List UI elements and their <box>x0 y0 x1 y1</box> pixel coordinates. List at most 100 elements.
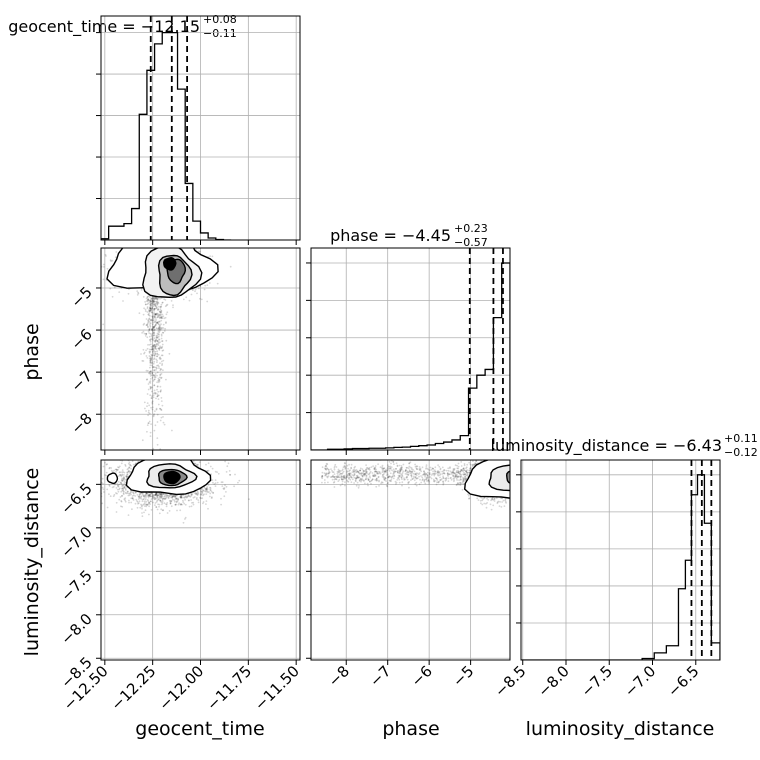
sample-point <box>152 345 155 348</box>
sample-point <box>204 284 207 287</box>
sample-point <box>115 501 118 504</box>
sample-point <box>160 327 163 330</box>
sample-point <box>90 483 92 485</box>
sample-point <box>154 308 156 310</box>
sample-point <box>148 372 150 375</box>
sample-point <box>112 485 115 488</box>
sample-point <box>156 304 159 306</box>
xtick-label-hist-ld-1: −8.0 <box>534 662 572 700</box>
sample-point <box>156 353 159 356</box>
sample-point <box>104 474 106 476</box>
sample-point <box>141 507 143 510</box>
sample-point <box>101 477 104 480</box>
sample-point <box>214 470 217 473</box>
sample-point <box>155 506 158 508</box>
sample-point <box>152 328 155 330</box>
sample-point <box>157 377 160 380</box>
sample-point <box>156 385 159 388</box>
sample-point <box>165 322 167 324</box>
sample-point <box>168 352 171 355</box>
sample-point <box>118 488 121 491</box>
sample-point <box>120 500 123 503</box>
sample-point <box>108 485 111 487</box>
sample-point <box>143 351 146 354</box>
sample-point <box>150 300 153 303</box>
sample-point <box>145 495 148 497</box>
sample-point <box>97 275 99 277</box>
sample-point <box>148 327 151 330</box>
sample-point <box>143 401 146 404</box>
sample-point <box>150 304 153 307</box>
sample-point <box>124 478 127 481</box>
sample-point <box>152 300 155 302</box>
sample-point <box>152 296 155 299</box>
sample-point <box>148 318 151 320</box>
sample-point <box>199 496 202 499</box>
sample-point <box>108 484 111 486</box>
sample-point <box>155 244 157 246</box>
sample-point <box>119 471 122 474</box>
sample-point <box>206 300 209 303</box>
sample-point <box>123 476 125 478</box>
sample-point <box>124 499 126 502</box>
sample-point <box>162 421 165 424</box>
sample-point <box>174 245 176 247</box>
sample-point <box>151 319 154 321</box>
sample-point <box>157 323 160 325</box>
sample-point <box>150 319 153 322</box>
sample-point <box>200 494 203 496</box>
sample-point <box>159 329 162 331</box>
sample-point <box>122 471 125 473</box>
sample-point <box>122 493 125 496</box>
sample-point <box>160 297 163 299</box>
sample-point <box>158 310 161 313</box>
sample-point <box>208 491 210 493</box>
sample-point <box>94 486 96 488</box>
sample-point <box>165 313 168 316</box>
sample-point <box>148 381 151 384</box>
sample-point <box>176 500 179 502</box>
sample-point <box>192 460 195 462</box>
sample-point <box>181 503 183 506</box>
sample-point <box>188 299 191 302</box>
sample-point <box>141 332 144 334</box>
sample-point <box>106 267 109 270</box>
sample-point <box>198 461 201 464</box>
sample-point <box>153 332 156 335</box>
sample-point <box>200 490 203 493</box>
sample-point <box>159 499 162 502</box>
sample-point <box>143 352 145 355</box>
sample-point <box>155 327 158 329</box>
sample-point <box>156 309 159 311</box>
sample-point <box>84 278 86 280</box>
sample-point <box>156 367 158 370</box>
sample-point <box>188 505 191 508</box>
sample-point <box>228 470 231 472</box>
sample-point <box>149 366 151 369</box>
sample-point <box>174 446 176 448</box>
sample-point <box>147 326 149 329</box>
sample-point <box>170 505 173 508</box>
sample-point <box>151 361 154 364</box>
sample-point <box>102 465 105 468</box>
sample-point <box>149 495 152 498</box>
sample-point <box>162 323 165 326</box>
sample-point <box>115 511 118 513</box>
sample-point <box>173 499 176 501</box>
sample-point <box>237 481 239 484</box>
sample-point <box>199 250 201 253</box>
sample-point <box>184 499 187 501</box>
sample-point <box>126 475 128 478</box>
sample-point <box>159 326 161 329</box>
sample-point <box>156 321 159 324</box>
sample-point <box>120 495 123 497</box>
sample-point <box>143 505 146 507</box>
sample-point <box>157 315 160 318</box>
sample-point <box>137 292 140 295</box>
sample-point <box>179 496 182 499</box>
sample-point <box>152 352 155 355</box>
sample-point <box>225 491 227 493</box>
sample-point <box>152 501 154 504</box>
sample-point <box>150 492 153 495</box>
sample-point <box>144 503 147 506</box>
